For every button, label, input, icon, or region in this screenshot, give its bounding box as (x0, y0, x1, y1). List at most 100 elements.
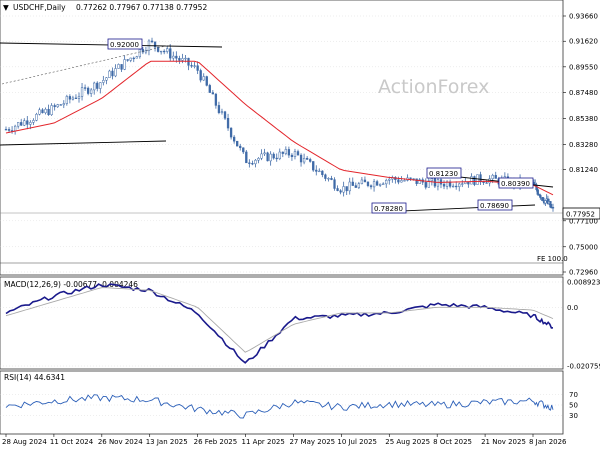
candle (324, 173, 327, 182)
candle (93, 81, 96, 95)
candle (86, 86, 90, 96)
candle (305, 156, 309, 160)
candle (169, 44, 172, 62)
candle (467, 181, 470, 188)
level-label-text: 0.81230 (429, 170, 458, 178)
candle (83, 84, 87, 91)
candle (427, 177, 430, 188)
candle (476, 174, 479, 185)
level-label-box: 0.81230 (426, 167, 462, 179)
rsi-line (5, 394, 554, 419)
watermark: ActionForex (378, 76, 489, 98)
x-tick-label: 13 Jan 2025 (146, 438, 188, 446)
candle (102, 75, 105, 86)
candle (549, 201, 552, 208)
level-label-text: 0.78690 (480, 202, 509, 210)
candle (53, 103, 56, 111)
candle (99, 82, 102, 94)
level-labels: 0.92000 0.81230 0.80390 0.78280 0.78690 (107, 38, 534, 214)
candle (159, 50, 163, 55)
lower-channel-line (0, 140, 167, 146)
candle (385, 178, 388, 188)
candle (172, 51, 175, 62)
candle (80, 83, 84, 101)
candle (272, 152, 275, 160)
candle (339, 189, 342, 195)
candle (226, 113, 230, 131)
candle (132, 56, 135, 63)
candle (96, 81, 99, 92)
candle (287, 146, 291, 158)
macd-title: MACD(12,26,9) -0.00677 -0.004246 (4, 280, 138, 289)
candle (242, 147, 245, 154)
candle (315, 165, 318, 176)
candle (378, 183, 382, 187)
candle (544, 200, 547, 207)
macd-tick-label: 0.008923 (567, 279, 600, 287)
candle (275, 153, 278, 162)
candle (20, 119, 23, 127)
candle (236, 140, 239, 147)
candle (397, 176, 400, 185)
signal-line (5, 287, 554, 353)
macd-tick-label: -0.020759 (567, 363, 600, 371)
candle (266, 151, 269, 162)
ohlc-values: 0.77262 0.77967 0.77138 0.77952 (76, 3, 207, 12)
level-label-box: 0.78280 (371, 202, 407, 214)
x-tick-label: 25 Aug 2025 (385, 438, 430, 446)
symbol-label: USDCHF,Daily (13, 3, 66, 12)
candle (35, 112, 38, 122)
x-tick-label: 27 May 2025 (289, 438, 335, 446)
rsi-tick-label: 30 (569, 412, 578, 420)
candle (77, 92, 81, 103)
candle (41, 108, 44, 114)
current-price-label: 0.77952 (566, 211, 595, 219)
candle (214, 93, 218, 109)
candle (536, 187, 539, 196)
candle (153, 41, 157, 52)
candle (144, 46, 148, 55)
level-label-text: 0.92000 (110, 41, 139, 49)
macd-line (5, 283, 554, 364)
rsi-panel-frame (0, 370, 564, 435)
price-axis: 0.93660 0.91620 0.89550 0.87480 0.85380 0.832… (563, 13, 598, 277)
candle (208, 83, 211, 93)
candle (211, 90, 214, 95)
candle (348, 177, 351, 195)
macd-tick-label: 0.0 (567, 304, 578, 312)
level-label-box: 0.78690 (477, 199, 513, 211)
candle (129, 57, 132, 63)
candle (65, 94, 68, 106)
candle (44, 107, 47, 115)
moving-average-line (5, 60, 554, 196)
x-tick-label: 10 Jul 2025 (337, 438, 377, 446)
candle (163, 49, 166, 55)
candle (494, 171, 497, 179)
x-tick-label: 8 Jan 2026 (529, 438, 567, 446)
candle (336, 185, 339, 192)
candle (436, 176, 440, 191)
menu-triangle-icon[interactable]: ▼ (3, 3, 9, 12)
candle (406, 174, 409, 182)
x-axis: 28 Aug 2024 11 Oct 2024 26 Nov 2024 13 Jan … (2, 434, 567, 446)
price-tick-label: 0.89550 (569, 63, 598, 71)
candle (90, 87, 93, 97)
candle (330, 175, 333, 181)
candle (309, 157, 312, 163)
candle (166, 46, 169, 54)
candle (175, 51, 178, 63)
candle (464, 177, 467, 185)
candle (345, 186, 348, 196)
candle (473, 175, 476, 187)
candle (318, 168, 321, 173)
candle (251, 160, 254, 166)
candle (199, 68, 202, 83)
candle (190, 62, 193, 68)
candle (470, 173, 473, 185)
price-tick-label: 0.91620 (569, 38, 598, 46)
candle (26, 116, 29, 130)
candle (202, 73, 205, 81)
candle (56, 103, 59, 108)
